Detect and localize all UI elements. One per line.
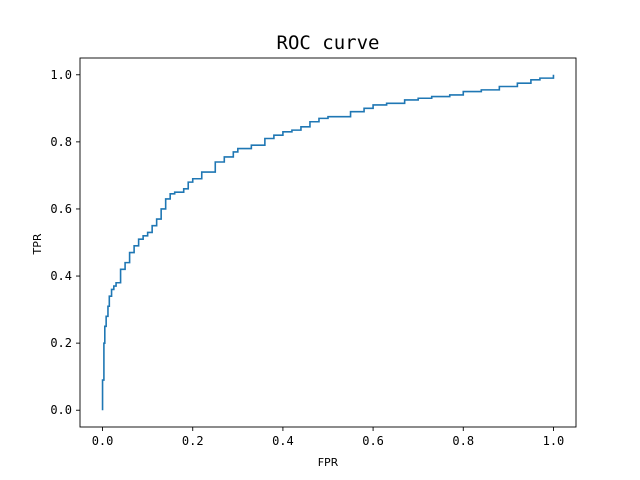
x-tick-label: 0.4: [272, 434, 294, 448]
plot-area: 0.0 0.2 0.4 0.6 0.8 1.0 0.0 0.2 0.4 0.6 0.8 1.0: [50, 57, 577, 448]
x-axis-label: FPR: [318, 456, 339, 469]
x-tick-label: 1.0: [543, 434, 565, 448]
x-tick-label: 0.8: [452, 434, 474, 448]
y-tick-label: 0.6: [50, 202, 72, 216]
x-tick-label: 0.6: [362, 434, 384, 448]
x-tick-label: 0.0: [92, 434, 114, 448]
chart-title: ROC curve: [277, 32, 380, 54]
y-tick-label: 0.0: [50, 403, 72, 417]
y-tick-label: 0.8: [50, 135, 72, 149]
x-tick-label: 0.2: [182, 434, 204, 448]
y-tick-label: 1.0: [50, 68, 72, 82]
y-axis-label: TPR: [31, 233, 44, 255]
y-tick-label: 0.2: [50, 336, 72, 350]
y-tick-label: 0.4: [50, 269, 72, 283]
axes-frame: [79, 57, 577, 428]
roc-series-line: [101, 74, 555, 411]
